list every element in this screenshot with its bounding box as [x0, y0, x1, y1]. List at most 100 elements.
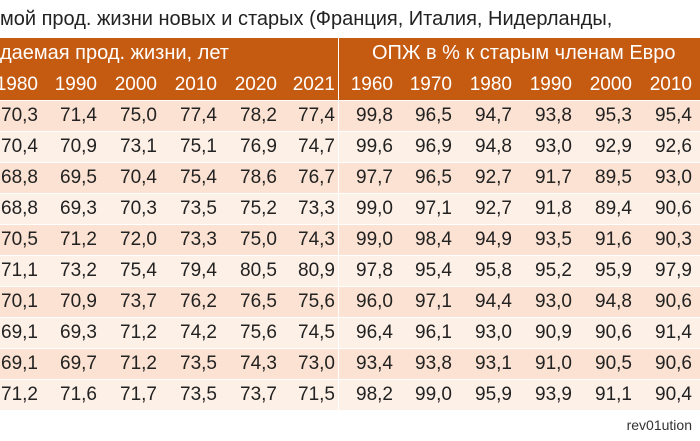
table-cell: 92,7	[475, 198, 512, 219]
table-row	[0, 317, 700, 348]
table-cell: 91,0	[535, 353, 572, 374]
table-cell: 74,7	[298, 136, 335, 157]
table-cell: 78,6	[240, 167, 277, 188]
table-cell: 91,7	[535, 167, 572, 188]
year-header: 2000	[589, 74, 632, 95]
table-cell: 69,1	[1, 353, 38, 374]
table-cell: 95,2	[535, 260, 572, 281]
table-cell: 70,9	[60, 136, 97, 157]
table-cell: 93,0	[655, 167, 692, 188]
table-cell: 70,5	[1, 229, 38, 250]
group-header: ОПЖ в % к старым членам Евро	[372, 42, 676, 64]
table-cell: 95,9	[475, 384, 512, 405]
table-cell: 97,8	[356, 260, 393, 281]
table-cell: 74,2	[180, 322, 217, 343]
table-row	[0, 224, 700, 255]
table-cell: 96,9	[415, 136, 452, 157]
table-cell: 93,1	[475, 353, 512, 374]
footer: rev01ution	[626, 417, 692, 433]
table-cell: 74,5	[298, 322, 335, 343]
table-row	[0, 162, 700, 193]
table-cell: 89,4	[595, 198, 632, 219]
table-cell: 93,0	[535, 291, 572, 312]
table-cell: 91,1	[595, 384, 632, 405]
table-cell: 70,3	[120, 198, 157, 219]
table-cell: 95,8	[475, 260, 512, 281]
table-cell: 91,8	[535, 198, 572, 219]
table-cell: 71,4	[60, 105, 97, 126]
table-cell: 69,3	[60, 322, 97, 343]
table-cell: 70,4	[1, 136, 38, 157]
table-cell: 99,0	[415, 384, 452, 405]
table-cell: 93,0	[475, 322, 512, 343]
table-cell: 93,4	[356, 353, 393, 374]
table-cell: 95,3	[595, 105, 632, 126]
table-cell: 75,4	[180, 167, 217, 188]
title: мой прод. жизни новых и старых (Франция,…	[0, 8, 613, 30]
table-cell: 75,1	[180, 136, 217, 157]
table-cell: 90,3	[655, 229, 692, 250]
table-cell: 96,5	[415, 105, 452, 126]
table-cell: 79,4	[180, 260, 217, 281]
table-cell: 71,5	[298, 384, 335, 405]
table-cell: 72,0	[120, 229, 157, 250]
year-header: 1980	[469, 74, 512, 95]
table-cell: 70,1	[1, 291, 38, 312]
table-cell: 76,9	[240, 136, 277, 157]
table-cell: 77,4	[298, 105, 335, 126]
table-cell: 71,2	[60, 229, 97, 250]
year-header: 1960	[350, 74, 393, 95]
table-cell: 75,2	[240, 198, 277, 219]
table-cell: 96,1	[415, 322, 452, 343]
table-row	[0, 131, 700, 162]
table-cell: 96,5	[415, 167, 452, 188]
table-cell: 70,9	[60, 291, 97, 312]
table-cell: 90,9	[535, 322, 572, 343]
table-cell: 93,9	[535, 384, 572, 405]
table-cell: 75,6	[298, 291, 335, 312]
table-cell: 91,4	[655, 322, 692, 343]
table-cell: 69,5	[60, 167, 97, 188]
table-cell: 90,6	[595, 322, 632, 343]
table-cell: 90,6	[655, 353, 692, 374]
table-cell: 90,6	[655, 291, 692, 312]
table-cell: 71,1	[1, 260, 38, 281]
table-cell: 71,6	[60, 384, 97, 405]
table-cell: 73,0	[298, 353, 335, 374]
table-row	[0, 379, 700, 410]
year-header: 2020	[234, 74, 277, 95]
table-cell: 73,7	[120, 291, 157, 312]
table-cell: 78,2	[240, 105, 277, 126]
table-cell: 68,8	[1, 198, 38, 219]
group-header: даемая прод. жизни, лет	[0, 42, 229, 64]
table-cell: 94,9	[475, 229, 512, 250]
table-cell: 68,8	[1, 167, 38, 188]
table-cell: 94,7	[475, 105, 512, 126]
table-cell: 80,9	[298, 260, 335, 281]
table-cell: 90,5	[595, 353, 632, 374]
group-divider	[338, 38, 339, 410]
table-cell: 95,9	[595, 260, 632, 281]
table-cell: 75,6	[240, 322, 277, 343]
table-cell: 76,5	[240, 291, 277, 312]
table-cell: 91,6	[595, 229, 632, 250]
table-cell: 98,2	[356, 384, 393, 405]
year-header: 1980	[0, 74, 38, 95]
table-cell: 75,4	[120, 260, 157, 281]
table-row	[0, 193, 700, 224]
table-cell: 90,6	[655, 198, 692, 219]
table-cell: 94,8	[595, 291, 632, 312]
table-row	[0, 286, 700, 317]
table-cell: 93,8	[415, 353, 452, 374]
table-cell: 71,2	[120, 322, 157, 343]
table-row	[0, 100, 700, 131]
year-header: 1990	[529, 74, 572, 95]
table-cell: 73,1	[120, 136, 157, 157]
year-header: 2021	[292, 74, 335, 95]
table-cell: 99,6	[356, 136, 393, 157]
table-cell: 69,3	[60, 198, 97, 219]
table-cell: 94,4	[475, 291, 512, 312]
table-cell: 94,8	[475, 136, 512, 157]
table-cell: 75,0	[120, 105, 157, 126]
table-cell: 97,1	[415, 198, 452, 219]
